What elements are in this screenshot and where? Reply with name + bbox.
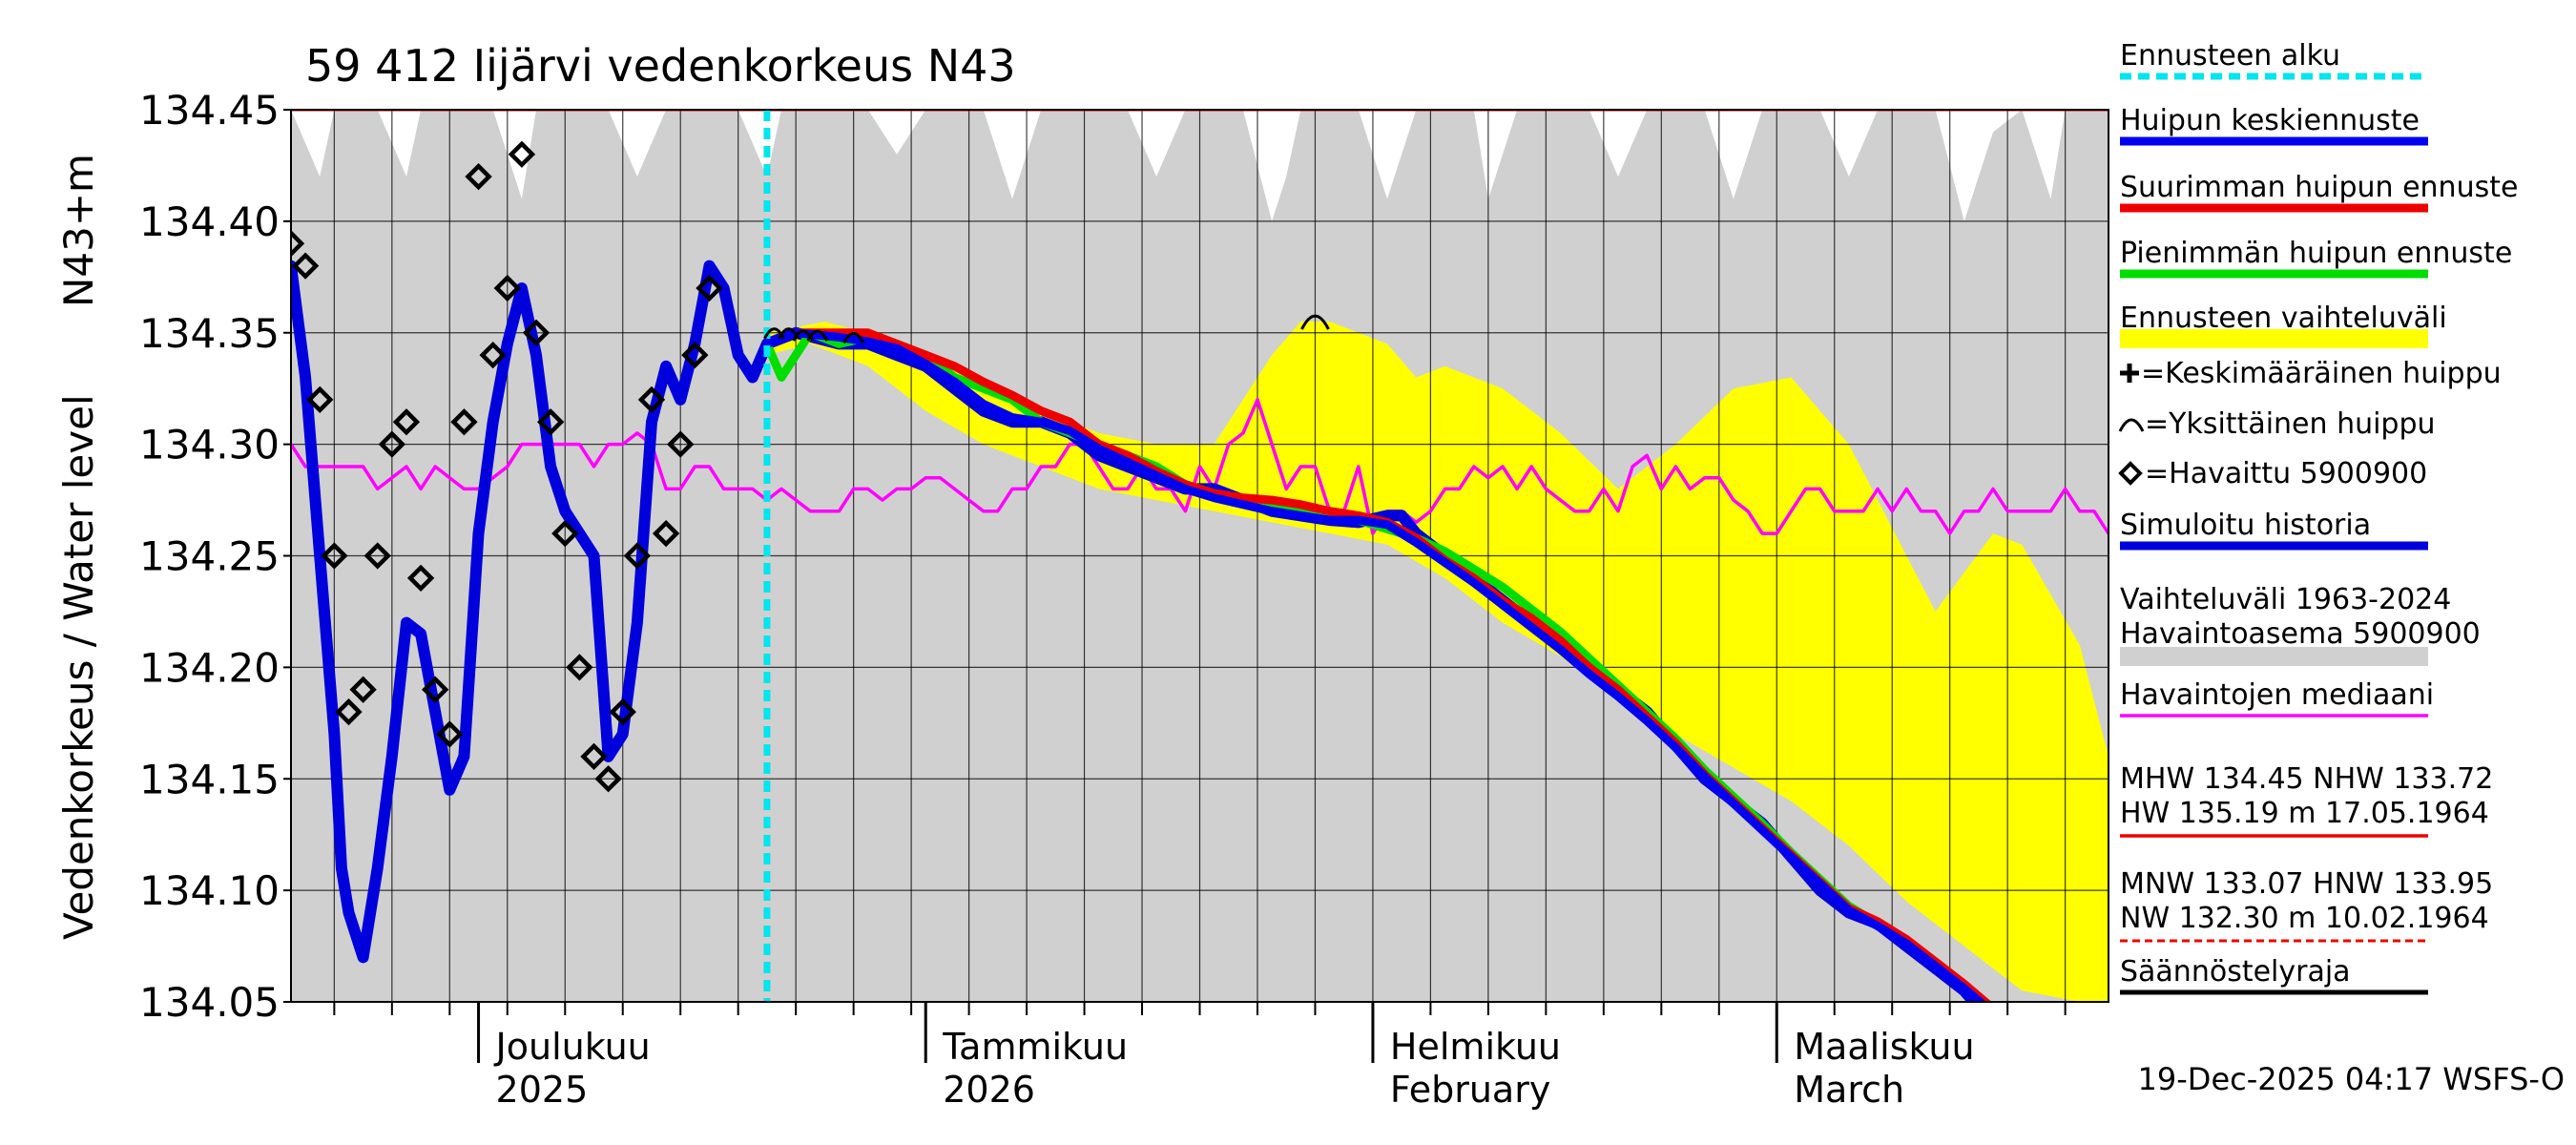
legend-label: Vaihteluväli 1963-2024 xyxy=(2120,583,2451,616)
observation-point xyxy=(422,676,449,703)
single-peak-mark xyxy=(1300,314,1330,330)
series-line-havaintojen-mediaani xyxy=(291,398,2109,535)
legend-label: MHW 134.45 NHW 133.72 xyxy=(2120,762,2493,796)
month-year-label: 2025 xyxy=(496,1069,589,1111)
observation-point xyxy=(580,742,608,771)
observation-point xyxy=(667,430,695,458)
y-tick-label: 134.10 xyxy=(139,867,280,914)
forecast-range-band xyxy=(766,322,2109,1002)
y-tick-label: 134.25 xyxy=(139,533,280,580)
y-tick-label: 134.35 xyxy=(139,310,280,357)
y-tick-label: 134.40 xyxy=(139,198,280,245)
legend: Ennusteen alku Huipun keskiennuste Suurimm… xyxy=(2118,39,2518,995)
series-line-huipun-keskiennuste xyxy=(762,328,1987,1002)
month-label: Tammikuu xyxy=(942,1026,1128,1068)
legend-label: Havaintojen mediaani xyxy=(2120,678,2434,712)
legend-label: Huipun keskiennuste xyxy=(2120,104,2420,137)
month-year-label: February xyxy=(1390,1069,1550,1111)
legend-label: =Keskimääräinen huippu xyxy=(2141,357,2502,390)
observation-point xyxy=(321,542,348,570)
observation-point xyxy=(681,341,709,369)
month-year-label: March xyxy=(1794,1069,1904,1111)
observation-point xyxy=(406,564,435,593)
y-tick-label: 134.30 xyxy=(139,422,280,468)
observation-point xyxy=(696,274,723,302)
legend-label: =Yksittäinen huippu xyxy=(2145,407,2436,441)
observation-point xyxy=(652,519,680,548)
observation-point xyxy=(479,341,507,369)
y-axis: 134.45 134.40 134.35 134.30 134.25 134.20 134.… xyxy=(139,87,291,1026)
observation-point xyxy=(594,765,622,793)
legend-label: Ennusteen alku xyxy=(2120,39,2340,73)
month-label: Joulukuu xyxy=(494,1026,651,1068)
legend-swatch xyxy=(2120,647,2428,666)
observation-point xyxy=(291,252,320,280)
legend-label: MNW 133.07 HNW 133.95 xyxy=(2120,867,2493,901)
observation-point xyxy=(450,408,478,436)
observation-point xyxy=(566,654,593,681)
observation-point xyxy=(349,676,377,703)
observation-point xyxy=(465,162,492,191)
y-tick-label: 134.15 xyxy=(139,756,280,802)
y-axis-label: Vedenkorkeus / Water level xyxy=(55,394,102,940)
observation-point xyxy=(335,697,363,726)
plot-area xyxy=(290,109,2109,1003)
legend-label: =Havaittu 5900900 xyxy=(2145,457,2427,490)
observation-point xyxy=(291,230,305,258)
legend-label: Suurimman huipun ennuste xyxy=(2120,171,2518,204)
month-label: Helmikuu xyxy=(1390,1026,1561,1068)
legend-label: Säännöstelyraja xyxy=(2120,955,2351,989)
legend-arc-icon xyxy=(2118,418,2145,432)
observation-point xyxy=(609,697,636,726)
footer-timestamp: 19-Dec-2025 04:17 WSFS-O xyxy=(2138,1061,2565,1097)
legend-label-line2: NW 132.30 m 10.02.1964 xyxy=(2120,902,2489,935)
legend-swatch xyxy=(2120,329,2428,348)
legend-label: Simuloitu historia xyxy=(2120,509,2371,542)
y-tick-label: 134.45 xyxy=(139,87,280,134)
legend-diamond-icon xyxy=(2118,461,2143,486)
legend-label: Pienimmän huipun ennuste xyxy=(2120,237,2512,270)
legend-label-line2: Havaintoasema 5900900 xyxy=(2120,617,2481,651)
plot-clip-group xyxy=(291,110,2109,1002)
observation-point xyxy=(623,542,652,570)
observation-point xyxy=(364,542,391,570)
observation-point xyxy=(436,720,464,748)
y-tick-label: 134.05 xyxy=(139,979,280,1026)
month-label: Maaliskuu xyxy=(1794,1026,1974,1068)
observation-point xyxy=(536,408,565,436)
month-year-label: 2026 xyxy=(943,1069,1035,1111)
forecast-peak-mark xyxy=(842,331,864,344)
legend-label-line2: HW 135.19 m 17.05.1964 xyxy=(2120,797,2489,830)
observation-point xyxy=(522,319,551,346)
observation-point xyxy=(493,274,521,302)
forecast-peak-mark xyxy=(806,329,829,342)
observation-point xyxy=(637,385,666,414)
chart-title: 59 412 Iijärvi vedenkorkeus N43 xyxy=(305,40,1016,92)
observation-point xyxy=(306,385,334,414)
observation-point xyxy=(508,140,536,168)
y-axis-unit: N43+m xyxy=(55,154,102,307)
observation-point xyxy=(378,430,406,458)
observation-point xyxy=(392,408,421,436)
observation-point xyxy=(551,519,579,548)
y-tick-label: 134.20 xyxy=(139,644,280,691)
